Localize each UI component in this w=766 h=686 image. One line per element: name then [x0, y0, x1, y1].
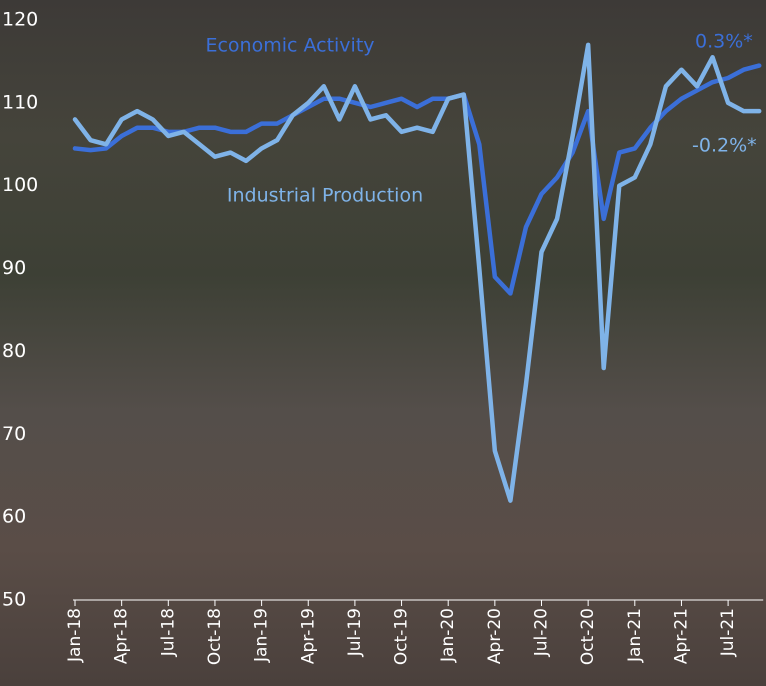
x-tick-label: Oct-18 [205, 608, 225, 665]
x-tick-label: Jul-20 [532, 608, 552, 657]
x-tick-label: Jul-19 [345, 608, 365, 657]
series-label: Economic Activity [205, 35, 374, 57]
x-tick-label: Jul-21 [718, 608, 738, 657]
x-tick-label: Apr-20 [485, 608, 505, 664]
series-label: Industrial Production [227, 185, 423, 207]
y-tick-label: 120 [2, 9, 38, 31]
annotation: -0.2%* [692, 135, 757, 157]
annotation: 0.3%* [695, 31, 753, 53]
line [75, 45, 759, 501]
y-tick-label: 110 [2, 91, 38, 113]
x-tick-label: Jan-21 [625, 608, 645, 663]
x-tick-label: Oct-19 [392, 608, 412, 665]
y-tick-label: 60 [2, 506, 26, 528]
chart: Economic Activity Industrial Production … [0, 0, 766, 686]
x-tick-label: Oct-20 [578, 608, 598, 665]
y-tick-label: 70 [2, 423, 26, 445]
x-tick-label: Jan-18 [65, 608, 85, 663]
line [75, 66, 759, 294]
y-tick-label: 90 [2, 257, 26, 279]
y-tick-label: 80 [2, 340, 26, 362]
page: Economic Activity Industrial Production … [0, 0, 766, 686]
x-tick-label: Jan-19 [252, 608, 272, 663]
x-tick-label: Apr-18 [112, 608, 132, 664]
x-tick-label: Apr-21 [671, 608, 691, 664]
x-tick-label: Apr-19 [298, 608, 318, 664]
y-tick-label: 50 [2, 589, 26, 611]
y-tick-label: 100 [2, 174, 38, 196]
x-tick-label: Jul-18 [158, 608, 178, 657]
x-tick-label: Jan-20 [438, 608, 458, 663]
